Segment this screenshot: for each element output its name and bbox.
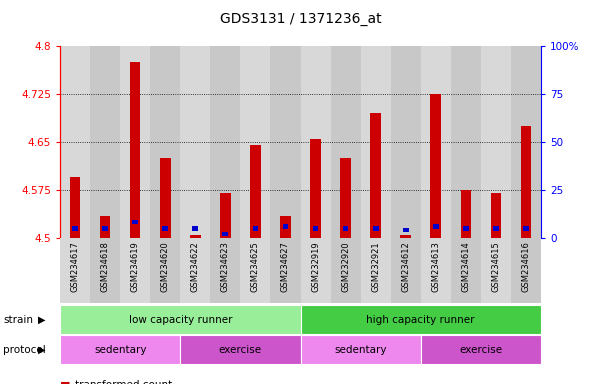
Text: GSM234614: GSM234614 bbox=[462, 242, 470, 292]
Bar bbox=[70, 177, 81, 238]
Bar bbox=[90, 46, 120, 238]
Bar bbox=[373, 226, 379, 231]
Text: GDS3131 / 1371236_at: GDS3131 / 1371236_at bbox=[220, 12, 381, 25]
Bar bbox=[511, 46, 541, 238]
Bar bbox=[430, 94, 441, 238]
Bar bbox=[280, 216, 291, 238]
Bar bbox=[300, 46, 331, 238]
Text: GSM234618: GSM234618 bbox=[101, 242, 109, 292]
Text: GSM234616: GSM234616 bbox=[522, 242, 530, 292]
Text: GSM232919: GSM232919 bbox=[311, 242, 320, 292]
Bar bbox=[132, 220, 138, 224]
Bar bbox=[370, 113, 381, 238]
Text: GSM234623: GSM234623 bbox=[221, 242, 230, 292]
Text: GSM234620: GSM234620 bbox=[161, 242, 169, 292]
Bar bbox=[493, 226, 499, 231]
Bar bbox=[460, 190, 471, 238]
Text: GSM234622: GSM234622 bbox=[191, 242, 200, 292]
Bar bbox=[160, 158, 171, 238]
Text: low capacity runner: low capacity runner bbox=[129, 314, 232, 325]
Bar bbox=[340, 158, 351, 238]
Bar bbox=[433, 224, 439, 229]
Bar bbox=[451, 46, 481, 238]
Bar bbox=[511, 238, 541, 303]
Bar bbox=[391, 46, 421, 238]
Bar bbox=[100, 216, 111, 238]
Text: protocol: protocol bbox=[3, 344, 46, 355]
Bar bbox=[361, 46, 391, 238]
Text: GSM234615: GSM234615 bbox=[492, 242, 500, 292]
Text: strain: strain bbox=[3, 314, 33, 325]
Text: exercise: exercise bbox=[459, 344, 502, 355]
Bar bbox=[180, 238, 210, 303]
Bar bbox=[490, 193, 501, 238]
Bar bbox=[481, 238, 511, 303]
Bar bbox=[130, 62, 141, 238]
Bar bbox=[343, 226, 349, 231]
Bar bbox=[222, 232, 228, 237]
Text: sedentary: sedentary bbox=[334, 344, 387, 355]
Bar bbox=[270, 46, 300, 238]
Bar bbox=[210, 46, 240, 238]
Bar bbox=[300, 335, 421, 364]
Bar bbox=[361, 238, 391, 303]
Bar bbox=[421, 238, 451, 303]
Text: ▶: ▶ bbox=[38, 314, 45, 325]
Bar bbox=[300, 305, 541, 334]
Bar bbox=[270, 238, 300, 303]
Bar bbox=[90, 238, 120, 303]
Text: ▶: ▶ bbox=[38, 344, 45, 355]
Bar bbox=[300, 238, 331, 303]
Bar bbox=[120, 238, 150, 303]
Bar bbox=[60, 305, 300, 334]
Bar bbox=[313, 226, 319, 231]
Bar bbox=[250, 145, 261, 238]
Text: GSM232920: GSM232920 bbox=[341, 242, 350, 292]
Text: GSM234613: GSM234613 bbox=[432, 242, 440, 292]
Text: GSM232921: GSM232921 bbox=[371, 242, 380, 292]
Bar bbox=[463, 226, 469, 231]
Text: GSM234619: GSM234619 bbox=[131, 242, 139, 292]
Bar bbox=[102, 226, 108, 231]
Text: exercise: exercise bbox=[219, 344, 262, 355]
Text: high capacity runner: high capacity runner bbox=[367, 314, 475, 325]
Bar bbox=[252, 226, 258, 231]
Bar bbox=[403, 228, 409, 232]
Text: sedentary: sedentary bbox=[94, 344, 147, 355]
Bar bbox=[523, 226, 529, 231]
Bar bbox=[391, 238, 421, 303]
Text: ■: ■ bbox=[60, 380, 70, 384]
Bar bbox=[72, 226, 78, 231]
Text: GSM234612: GSM234612 bbox=[401, 242, 410, 292]
Bar bbox=[190, 235, 201, 238]
Bar bbox=[240, 46, 270, 238]
Bar bbox=[150, 238, 180, 303]
Bar bbox=[192, 226, 198, 231]
Bar bbox=[60, 238, 90, 303]
Bar bbox=[150, 46, 180, 238]
Bar bbox=[60, 335, 180, 364]
Bar bbox=[421, 335, 541, 364]
Bar bbox=[210, 238, 240, 303]
Bar bbox=[180, 335, 300, 364]
Bar bbox=[180, 46, 210, 238]
Bar bbox=[120, 46, 150, 238]
Bar bbox=[481, 46, 511, 238]
Text: GSM234617: GSM234617 bbox=[71, 242, 79, 292]
Bar bbox=[162, 226, 168, 231]
Text: transformed count: transformed count bbox=[75, 380, 172, 384]
Bar bbox=[451, 238, 481, 303]
Bar bbox=[240, 238, 270, 303]
Bar bbox=[400, 235, 411, 238]
Bar bbox=[282, 224, 288, 229]
Bar bbox=[520, 126, 531, 238]
Bar bbox=[331, 238, 361, 303]
Bar bbox=[421, 46, 451, 238]
Text: GSM234625: GSM234625 bbox=[251, 242, 260, 292]
Bar bbox=[331, 46, 361, 238]
Bar bbox=[310, 139, 321, 238]
Bar bbox=[60, 46, 90, 238]
Bar bbox=[220, 193, 231, 238]
Text: GSM234627: GSM234627 bbox=[281, 242, 290, 292]
